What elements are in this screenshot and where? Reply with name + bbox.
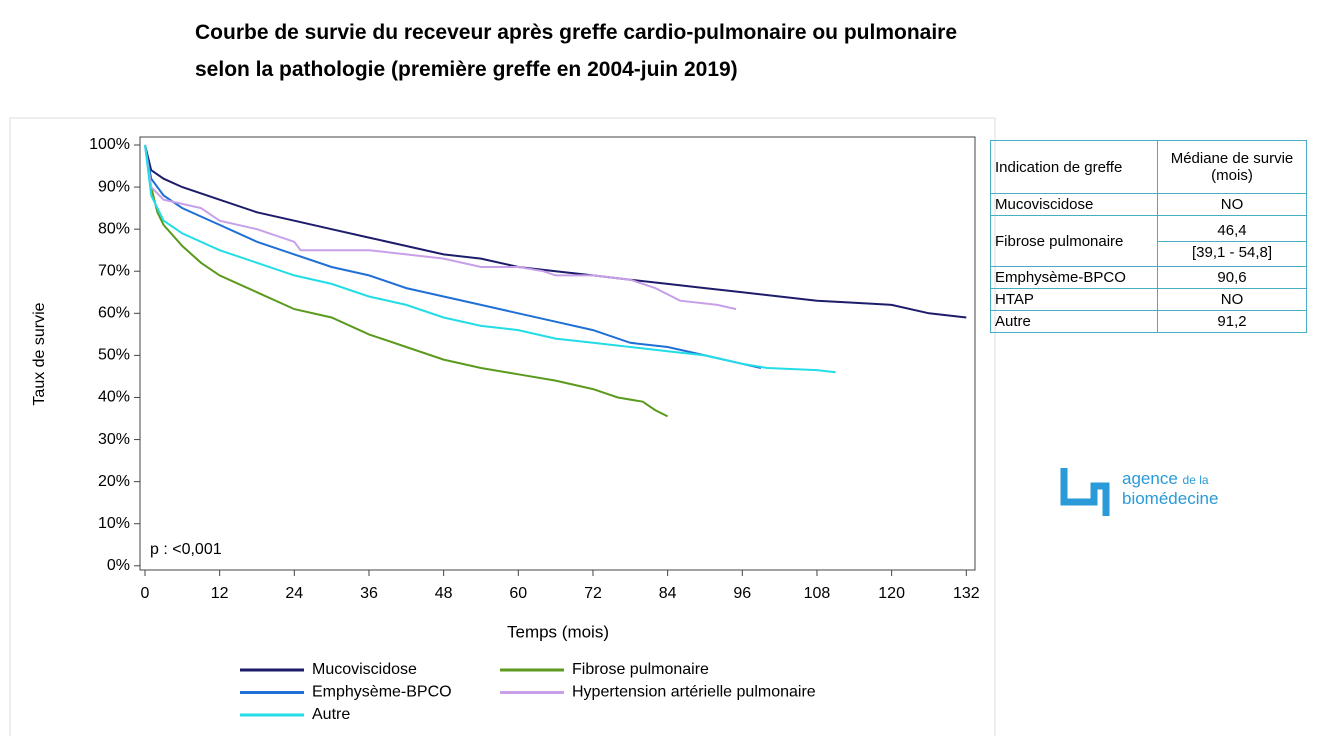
x-tick-label: 84 bbox=[659, 585, 677, 602]
y-tick-label: 50% bbox=[98, 347, 130, 364]
header-cell: Médiane de survie (mois) bbox=[1157, 140, 1307, 194]
y-tick-label: 30% bbox=[98, 431, 130, 448]
y-tick-label: 90% bbox=[98, 178, 130, 195]
row-value: NO bbox=[1220, 196, 1244, 213]
table-header-row: Indication de greffe Médiane de survie (m… bbox=[990, 140, 1307, 194]
y-tick-label: 80% bbox=[98, 220, 130, 237]
x-tick-label: 72 bbox=[584, 585, 602, 602]
table-row: Autre 91,2 bbox=[990, 310, 1307, 333]
row-label: Autre bbox=[990, 310, 1158, 333]
row-value: NO bbox=[1220, 291, 1244, 308]
row-value-cell: NO bbox=[1157, 193, 1307, 216]
logo-mark bbox=[1060, 468, 1110, 516]
y-tick-label: 100% bbox=[89, 136, 130, 153]
logo-text: agence de la bbox=[1122, 469, 1209, 488]
row-label: Emphysème-BPCO bbox=[990, 266, 1158, 289]
y-axis-label: Taux de survie bbox=[31, 302, 48, 405]
y-tick-label: 40% bbox=[98, 389, 130, 406]
x-tick-label: 24 bbox=[285, 585, 303, 602]
survival-line bbox=[144, 144, 669, 418]
logo-text: biomédecine bbox=[1122, 489, 1218, 508]
row-value-cell: 91,2 bbox=[1157, 310, 1307, 333]
logo-word: agence bbox=[1122, 469, 1178, 488]
median-table: Indication de greffe Médiane de survie (m… bbox=[990, 140, 1307, 333]
table-row: Fibrose pulmonaire 46,4 [39,1 - 54,8] bbox=[990, 215, 1307, 267]
x-tick-label: 96 bbox=[733, 585, 751, 602]
legend-label: Emphysème-BPCO bbox=[312, 684, 452, 701]
table-row: HTAP NO bbox=[990, 288, 1307, 311]
chart-title: Courbe de survie du receveur après greff… bbox=[195, 21, 958, 81]
survival-line bbox=[144, 144, 836, 374]
survival-line bbox=[144, 144, 762, 369]
y-tick-label: 10% bbox=[98, 515, 130, 532]
y-tick-label: 60% bbox=[98, 305, 130, 322]
x-tick-label: 132 bbox=[953, 585, 980, 602]
x-tick-label: 120 bbox=[878, 585, 905, 602]
row-value: 46,4 bbox=[1217, 221, 1247, 239]
y-tick-label: 70% bbox=[98, 262, 130, 279]
annotation: p : <0,001 bbox=[150, 541, 222, 558]
y-tick-label: 0% bbox=[107, 557, 130, 574]
row-value: 90,6 bbox=[1217, 269, 1247, 286]
row-label: Mucoviscidose bbox=[990, 193, 1158, 216]
row-value: [39,1 - 54,8] bbox=[1158, 240, 1306, 263]
legend-label: Autre bbox=[312, 706, 350, 723]
chart-frame bbox=[9, 117, 996, 736]
x-axis-label: Temps (mois) bbox=[507, 622, 609, 641]
y-tick-label: 20% bbox=[98, 473, 130, 490]
row-value-cell: 90,6 bbox=[1157, 266, 1307, 289]
x-tick-label: 48 bbox=[435, 585, 453, 602]
legend-label: Fibrose pulmonaire bbox=[572, 661, 709, 678]
x-tick-label: 108 bbox=[804, 585, 831, 602]
logo-word: de la bbox=[1183, 473, 1209, 487]
table-row: Emphysème-BPCO 90,6 bbox=[990, 266, 1307, 289]
row-label: Fibrose pulmonaire bbox=[990, 215, 1158, 267]
legend-label: Mucoviscidose bbox=[312, 661, 417, 678]
logo: agence de la biomédecine bbox=[1060, 468, 1218, 516]
row-label: HTAP bbox=[990, 288, 1158, 311]
legend-label: Hypertension artérielle pulmonaire bbox=[572, 684, 816, 701]
header-cell: Indication de greffe bbox=[990, 140, 1158, 194]
x-tick-label: 36 bbox=[360, 585, 378, 602]
survival-line bbox=[144, 144, 737, 311]
row-value-cell: 46,4 [39,1 - 54,8] bbox=[1157, 215, 1307, 267]
x-tick-label: 12 bbox=[211, 585, 229, 602]
x-tick-label: 0 bbox=[141, 585, 150, 602]
row-value-cell: NO bbox=[1157, 288, 1307, 311]
x-tick-label: 60 bbox=[509, 585, 527, 602]
row-value: 91,2 bbox=[1217, 313, 1247, 330]
plot-frame bbox=[139, 136, 976, 571]
table-row: Mucoviscidose NO bbox=[990, 193, 1307, 216]
survival-line bbox=[144, 144, 967, 319]
